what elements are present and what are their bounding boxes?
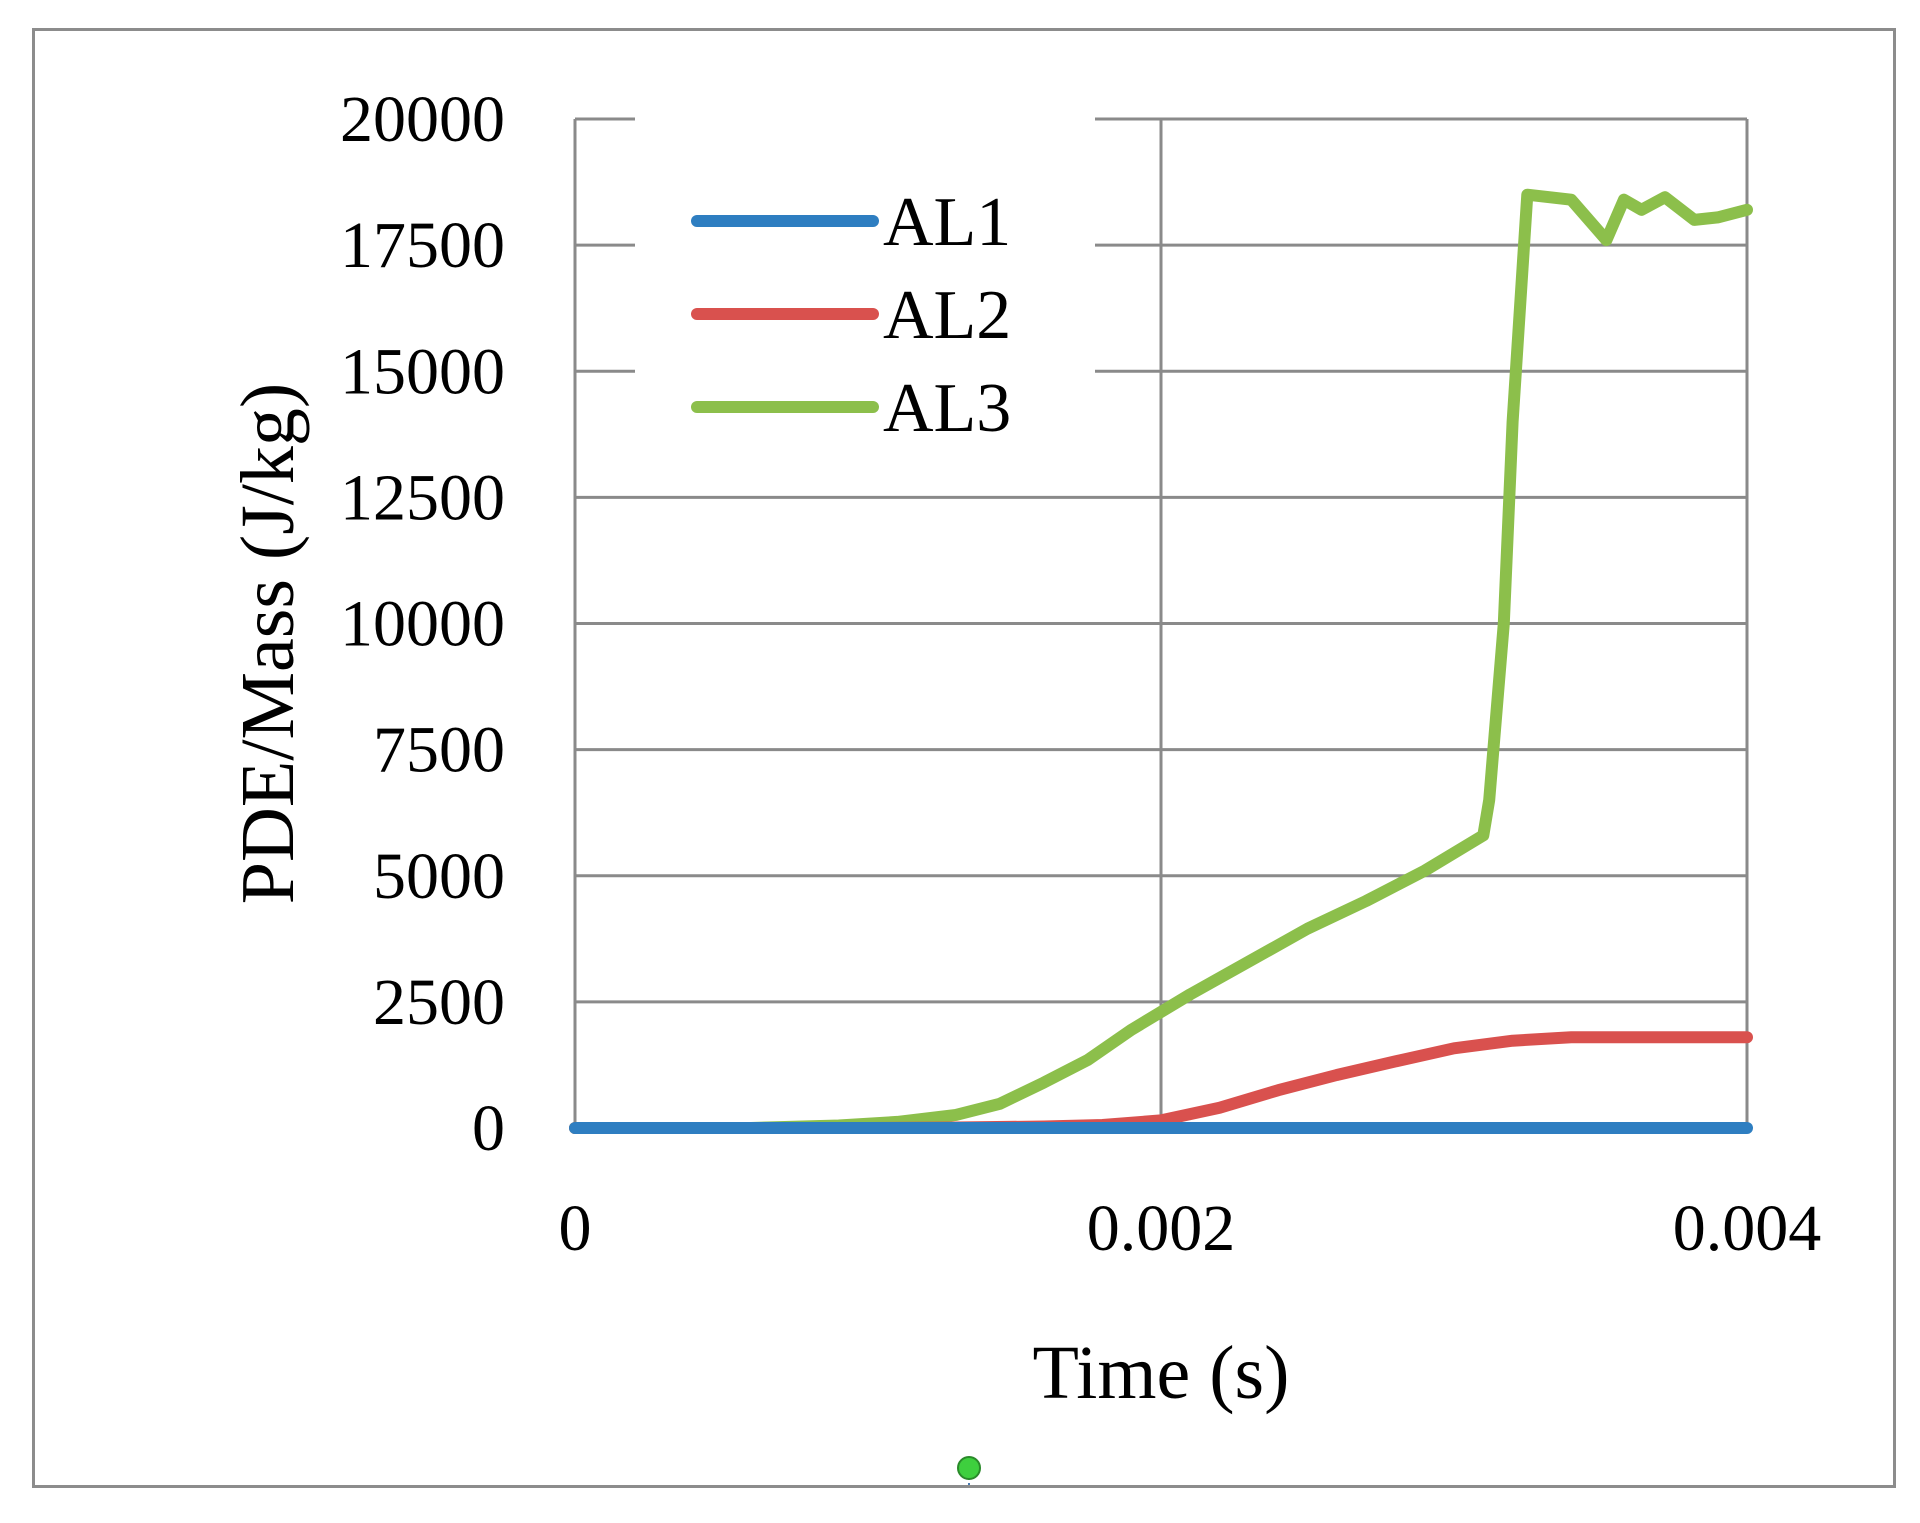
y-axis-ticks: 0 2500 5000 7500 10000 12500 15000 17500 20000 — [340, 83, 505, 1165]
legend-box — [635, 111, 1095, 431]
y-tick-label: 15000 — [340, 335, 505, 408]
pde-mass-line-chart: 0 2500 5000 7500 10000 12500 15000 17500 20000 0… — [226, 83, 1822, 1485]
legend-label-al2: AL2 — [883, 277, 1011, 354]
y-tick-label: 20000 — [340, 83, 505, 156]
x-tick-label: 0.002 — [1087, 1192, 1236, 1265]
rotate-handle[interactable] — [957, 1456, 981, 1480]
y-tick-label: 7500 — [373, 714, 505, 787]
y-axis-title: PDE/Mass (J/kg) — [226, 383, 310, 904]
legend-label-al1: AL1 — [883, 184, 1011, 261]
x-axis-title: Time (s) — [1033, 1331, 1290, 1415]
x-tick-label: 0 — [559, 1192, 592, 1265]
y-tick-label: 12500 — [340, 461, 505, 534]
chart-frame: 0 2500 5000 7500 10000 12500 15000 17500 20000 0… — [32, 28, 1896, 1488]
y-tick-label: 17500 — [340, 209, 505, 282]
y-tick-label: 10000 — [340, 588, 505, 661]
legend-label-al3: AL3 — [883, 370, 1011, 447]
y-tick-label: 5000 — [373, 840, 505, 913]
x-axis-ticks: 0 0.002 0.004 — [559, 1192, 1822, 1265]
series-line-al3 — [569, 188, 1753, 1134]
x-tick-label: 0.004 — [1673, 1192, 1822, 1265]
series-lines — [569, 188, 1753, 1134]
y-tick-label: 2500 — [373, 966, 505, 1039]
y-tick-label: 0 — [472, 1092, 505, 1165]
legend: AL1 AL2 AL3 — [635, 111, 1095, 447]
grid — [573, 117, 1749, 1130]
